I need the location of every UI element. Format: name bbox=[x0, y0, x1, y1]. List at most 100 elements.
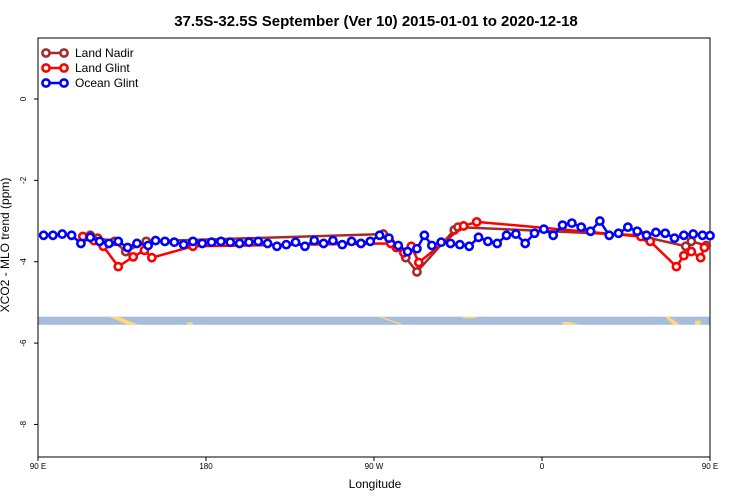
data-point bbox=[538, 224, 549, 235]
data-point bbox=[576, 222, 587, 233]
data-point bbox=[705, 230, 715, 241]
data-point bbox=[419, 230, 430, 241]
data-point bbox=[697, 230, 708, 241]
data-point bbox=[374, 230, 385, 241]
data-point bbox=[188, 236, 198, 247]
x-tick-label: 180 bbox=[199, 462, 213, 471]
data-point bbox=[150, 235, 161, 246]
data-point bbox=[699, 242, 710, 253]
data-point bbox=[57, 229, 68, 239]
data-point bbox=[76, 238, 86, 249]
land-patch bbox=[187, 322, 193, 325]
series-ocean-glint bbox=[38, 216, 715, 257]
data-point bbox=[594, 216, 605, 226]
data-point bbox=[660, 228, 671, 239]
data-point bbox=[426, 240, 437, 251]
legend-marker bbox=[59, 48, 69, 58]
data-point bbox=[613, 228, 624, 239]
data-point bbox=[695, 252, 706, 263]
data-point bbox=[225, 237, 236, 248]
data-point bbox=[413, 257, 424, 268]
data-point bbox=[262, 238, 273, 249]
y-tick-label: -2 bbox=[19, 176, 28, 184]
legend-marker bbox=[41, 48, 51, 58]
data-point bbox=[384, 233, 394, 244]
data-point bbox=[253, 236, 264, 247]
data-point bbox=[244, 237, 254, 248]
series-line bbox=[89, 225, 707, 274]
data-point bbox=[281, 239, 292, 250]
data-point bbox=[146, 252, 157, 263]
data-point bbox=[492, 238, 503, 249]
data-point bbox=[290, 237, 301, 248]
data-point bbox=[160, 236, 170, 247]
legend-marker bbox=[59, 78, 69, 88]
data-point bbox=[671, 261, 682, 272]
data-point bbox=[604, 230, 615, 241]
data-point bbox=[132, 238, 142, 249]
x-tick-label: 90 E bbox=[30, 462, 46, 471]
data-point bbox=[393, 240, 404, 251]
data-point bbox=[128, 251, 139, 262]
data-point bbox=[48, 230, 58, 241]
data-point bbox=[94, 236, 105, 247]
land-patch bbox=[695, 320, 701, 325]
data-point bbox=[337, 239, 348, 250]
data-point bbox=[402, 246, 413, 257]
data-point bbox=[650, 227, 661, 238]
data-point bbox=[464, 241, 475, 252]
x-tick-label: 90 E bbox=[702, 462, 718, 471]
data-point bbox=[234, 238, 245, 249]
data-point bbox=[436, 237, 447, 248]
land-strip bbox=[38, 316, 710, 325]
land-patch bbox=[377, 316, 404, 325]
data-point bbox=[669, 233, 680, 244]
y-axis-label: XCO2 - MLO trend (ppm) bbox=[0, 178, 12, 313]
data-point bbox=[548, 230, 559, 241]
data-point bbox=[113, 236, 124, 247]
x-axis-label: Longitude bbox=[349, 477, 402, 491]
y-tick-label: -8 bbox=[19, 420, 28, 428]
data-point bbox=[557, 220, 568, 231]
data-point bbox=[216, 236, 226, 247]
data-point bbox=[585, 226, 596, 237]
legend-label: Land Glint bbox=[75, 61, 130, 75]
data-point bbox=[113, 261, 124, 272]
y-axis: 0 -2 -4 -6 -8 bbox=[19, 96, 38, 428]
data-point bbox=[206, 237, 217, 248]
legend-marker bbox=[41, 78, 51, 88]
ocean-band bbox=[38, 316, 710, 325]
data-point bbox=[272, 241, 282, 252]
data-point bbox=[356, 238, 366, 249]
data-point bbox=[641, 230, 652, 241]
data-point bbox=[678, 250, 689, 261]
land-patch bbox=[562, 321, 580, 325]
data-point bbox=[169, 237, 180, 248]
legend-marker bbox=[41, 63, 51, 73]
data-point bbox=[85, 232, 96, 243]
data-point bbox=[178, 239, 189, 250]
land-patch bbox=[665, 316, 681, 325]
data-point bbox=[520, 238, 531, 249]
data-point bbox=[412, 267, 422, 277]
legend-label: Land Nadir bbox=[75, 46, 134, 60]
data-point bbox=[473, 232, 484, 243]
data-point bbox=[678, 230, 689, 241]
x-tick-label: 0 bbox=[540, 462, 545, 471]
data-point bbox=[501, 230, 512, 241]
data-point bbox=[688, 229, 699, 239]
data-point bbox=[143, 240, 154, 251]
data-point bbox=[510, 229, 521, 239]
legend-item: Ocean Glint bbox=[41, 76, 139, 90]
legend-label: Ocean Glint bbox=[75, 76, 139, 90]
data-point bbox=[686, 246, 697, 257]
data-point bbox=[122, 242, 133, 253]
x-tick-label: 90 W bbox=[365, 462, 384, 471]
data-point bbox=[458, 221, 469, 231]
data-point bbox=[346, 236, 357, 247]
y-tick-label: 0 bbox=[19, 96, 28, 101]
data-point bbox=[318, 238, 329, 249]
data-point bbox=[482, 236, 493, 247]
